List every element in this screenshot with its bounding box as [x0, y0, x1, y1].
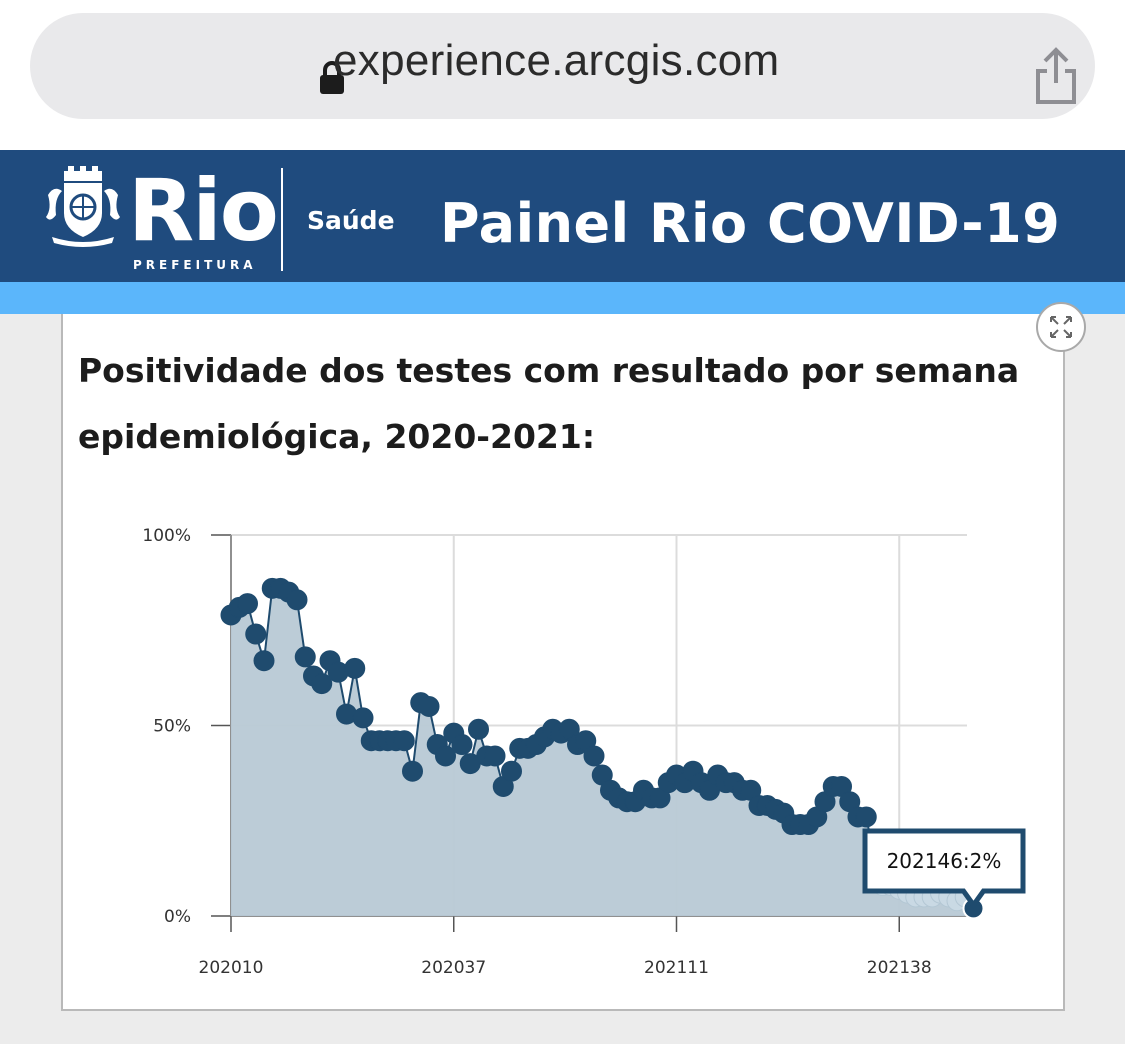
y-tick-label: 0%	[164, 907, 191, 927]
x-tick-label: 202010	[199, 958, 264, 978]
x-tick-label: 202037	[421, 958, 486, 978]
y-tick-label: 100%	[142, 526, 191, 546]
chart-title: Positividade dos testes com resultado po…	[78, 351, 1020, 456]
header-divider	[281, 168, 283, 271]
page-header	[0, 150, 1125, 282]
data-point	[245, 623, 267, 645]
share-icon[interactable]	[1033, 47, 1079, 105]
tooltip-box	[862, 828, 1026, 910]
header-accent-stripe	[0, 282, 1125, 314]
browser-toolbar: experience.arcgis.com	[0, 0, 1125, 150]
expand-icon	[1050, 316, 1072, 338]
data-point	[484, 745, 506, 767]
data-point	[468, 718, 489, 740]
department-label: Saúde	[307, 206, 395, 235]
data-point	[352, 707, 374, 729]
data-point	[402, 760, 423, 782]
data-point	[237, 593, 258, 615]
x-tick-label: 202111	[644, 958, 709, 978]
x-tick-label: 202138	[867, 958, 932, 978]
logo-subtext: PREFEITURA	[133, 258, 257, 272]
data-point	[311, 673, 333, 695]
data-point	[451, 734, 473, 756]
y-tick-label: 50%	[153, 717, 191, 737]
data-point	[583, 745, 605, 767]
data-point	[418, 695, 440, 717]
rio-logo: Rio	[128, 161, 279, 261]
data-point	[435, 745, 456, 767]
tooltip-label: 202146:2%	[887, 849, 1002, 873]
rio-crest-icon	[46, 166, 120, 247]
data-point	[253, 650, 275, 672]
address-bar[interactable]	[30, 13, 1095, 119]
data-point	[393, 730, 415, 752]
expand-button[interactable]	[1036, 302, 1086, 352]
page-title: Painel Rio COVID-19	[440, 192, 1061, 255]
lock-icon	[320, 61, 344, 94]
data-point	[286, 589, 308, 611]
data-point	[344, 657, 366, 679]
data-point	[855, 806, 877, 828]
url-text[interactable]: experience.arcgis.com	[333, 36, 780, 85]
data-point	[501, 760, 522, 782]
data-point	[294, 646, 316, 668]
